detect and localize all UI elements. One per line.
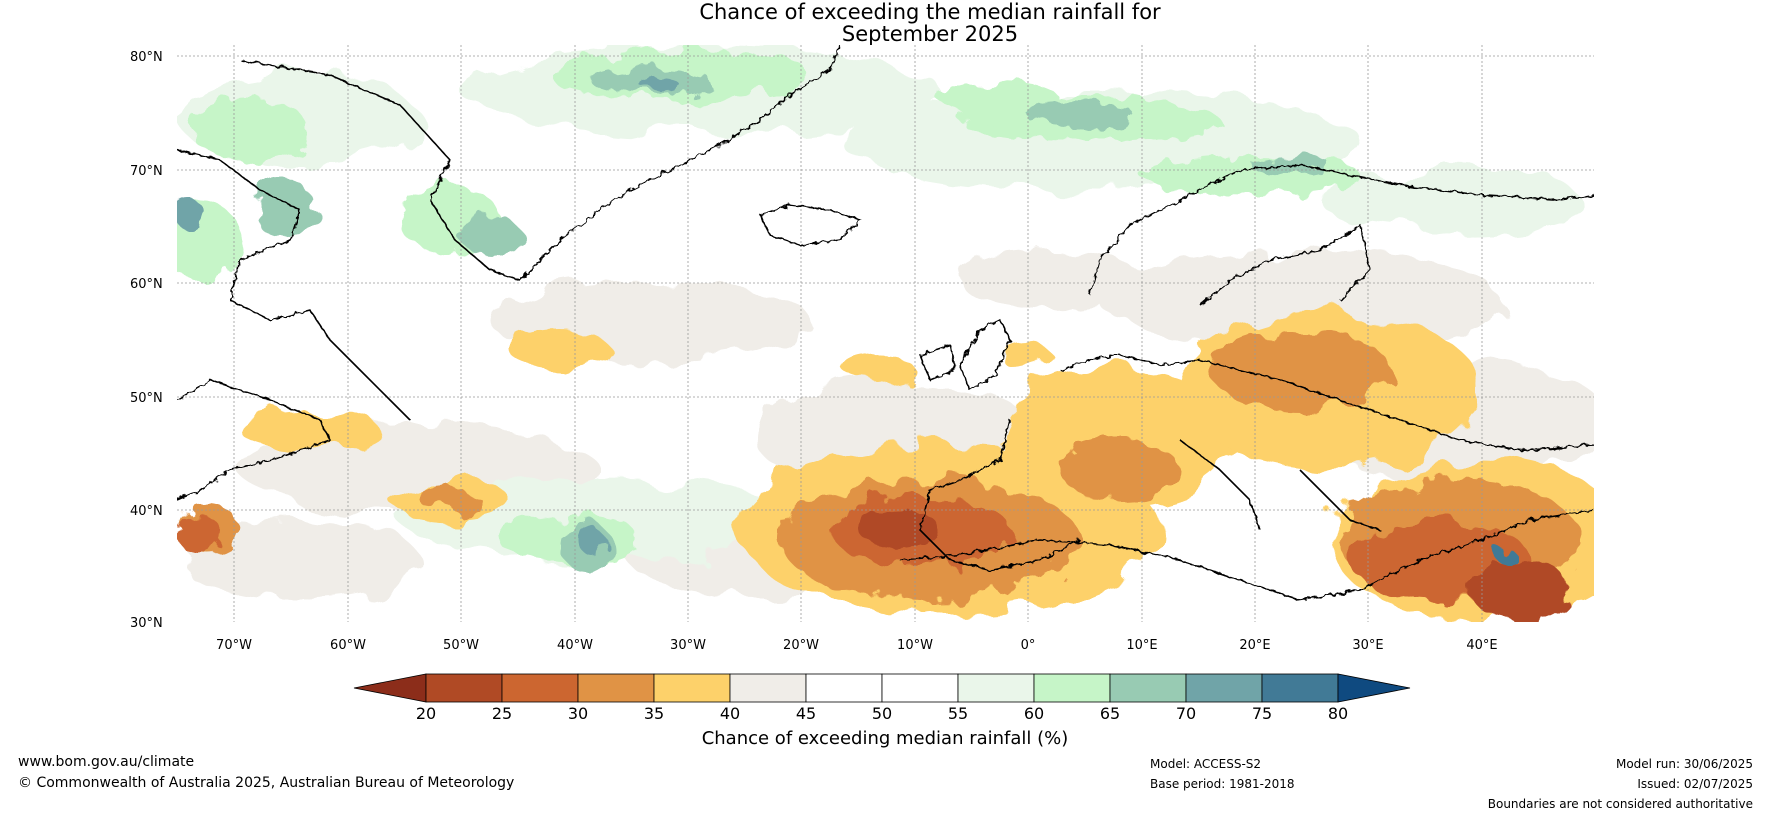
footer-issued: Issued: 02/07/2025 — [1637, 777, 1753, 791]
colorbar-tick-label: 25 — [492, 704, 512, 723]
colorbar-tick-label: 55 — [948, 704, 968, 723]
footer-disclaimer: Boundaries are not considered authoritat… — [1487, 797, 1753, 811]
chart-title-line1: Chance of exceeding the median rainfall … — [699, 0, 1161, 24]
colorbar-tick-label: 60 — [1024, 704, 1044, 723]
colorbar-swatch — [577, 673, 655, 703]
colorbar-tick-label: 35 — [644, 704, 664, 723]
colorbar-swatch — [881, 673, 959, 703]
lon-label: 50°W — [443, 638, 479, 653]
longitude-labels: 70°W 60°W 50°W 40°W 30°W 20°W 10°W 0° 10… — [216, 638, 1498, 653]
field-teal — [255, 66, 1330, 570]
lon-label: 10°E — [1126, 638, 1157, 653]
coastlines — [177, 45, 1594, 601]
footer-website[interactable]: www.bom.gov.au/climate — [18, 754, 195, 770]
footer-base-period: Base period: 1981-2018 — [1150, 777, 1295, 791]
lat-label: 60°N — [130, 277, 163, 292]
lon-label: 40°W — [557, 638, 593, 653]
footer-model: Model: ACCESS-S2 — [1150, 757, 1262, 771]
colorbar-swatch — [425, 673, 503, 703]
field-blue — [1495, 547, 1515, 563]
colorbar-swatch — [1185, 673, 1263, 703]
colorbar-tick-label: 65 — [1100, 704, 1120, 723]
colorbar-swatch — [653, 673, 731, 703]
lon-label: 30°W — [670, 638, 706, 653]
colorbar-swatch — [1033, 673, 1111, 703]
colorbar-title: Chance of exceeding median rainfall (%) — [701, 728, 1069, 749]
lat-label: 80°N — [130, 50, 163, 65]
colorbar: 20 25 30 35 40 45 50 55 60 65 70 75 80 — [353, 673, 1411, 723]
colorbar-swatch — [501, 673, 579, 703]
lon-label: 60°W — [330, 638, 366, 653]
colorbar-swatch — [1261, 673, 1339, 703]
lat-label: 50°N — [130, 391, 163, 406]
colorbar-tick-label: 80 — [1328, 704, 1348, 723]
colorbar-tick-label: 75 — [1252, 704, 1272, 723]
colorbar-extend-high — [1337, 673, 1411, 703]
colorbar-tick-label: 30 — [568, 704, 588, 723]
footer-copyright: © Commonwealth of Australia 2025, Austra… — [18, 775, 515, 791]
colorbar-extend-low — [353, 673, 427, 703]
colorbar-tick-label: 45 — [796, 704, 816, 723]
lon-label: 10°W — [897, 638, 933, 653]
colorbar-swatch — [1109, 673, 1187, 703]
field-brown — [860, 510, 1570, 620]
colorbar-swatch — [805, 673, 883, 703]
lon-label: 20°E — [1239, 638, 1270, 653]
colorbar-swatch — [729, 673, 807, 703]
colorbar-tick-label: 50 — [872, 704, 892, 723]
graticule — [177, 45, 1594, 622]
lon-label: 20°W — [783, 638, 819, 653]
lat-label: 70°N — [130, 164, 163, 179]
map-field — [177, 45, 1594, 622]
field-dark-teal — [177, 79, 680, 554]
lon-label: 0° — [1021, 638, 1036, 653]
lon-label: 30°E — [1352, 638, 1383, 653]
colorbar-tick-label: 70 — [1176, 704, 1196, 723]
lat-label: 40°N — [130, 504, 163, 519]
latitude-labels: 80°N 70°N 60°N 50°N 40°N 30°N — [130, 50, 163, 631]
lon-label: 70°W — [216, 638, 252, 653]
chart-title-line2: September 2025 — [841, 22, 1019, 46]
colorbar-tick-label: 40 — [720, 704, 740, 723]
footer-model-run: Model run: 30/06/2025 — [1615, 757, 1753, 771]
lat-label: 30°N — [130, 616, 163, 631]
colorbar-swatch — [957, 673, 1035, 703]
colorbar-tick-label: 20 — [416, 704, 436, 723]
lon-label: 40°E — [1466, 638, 1497, 653]
